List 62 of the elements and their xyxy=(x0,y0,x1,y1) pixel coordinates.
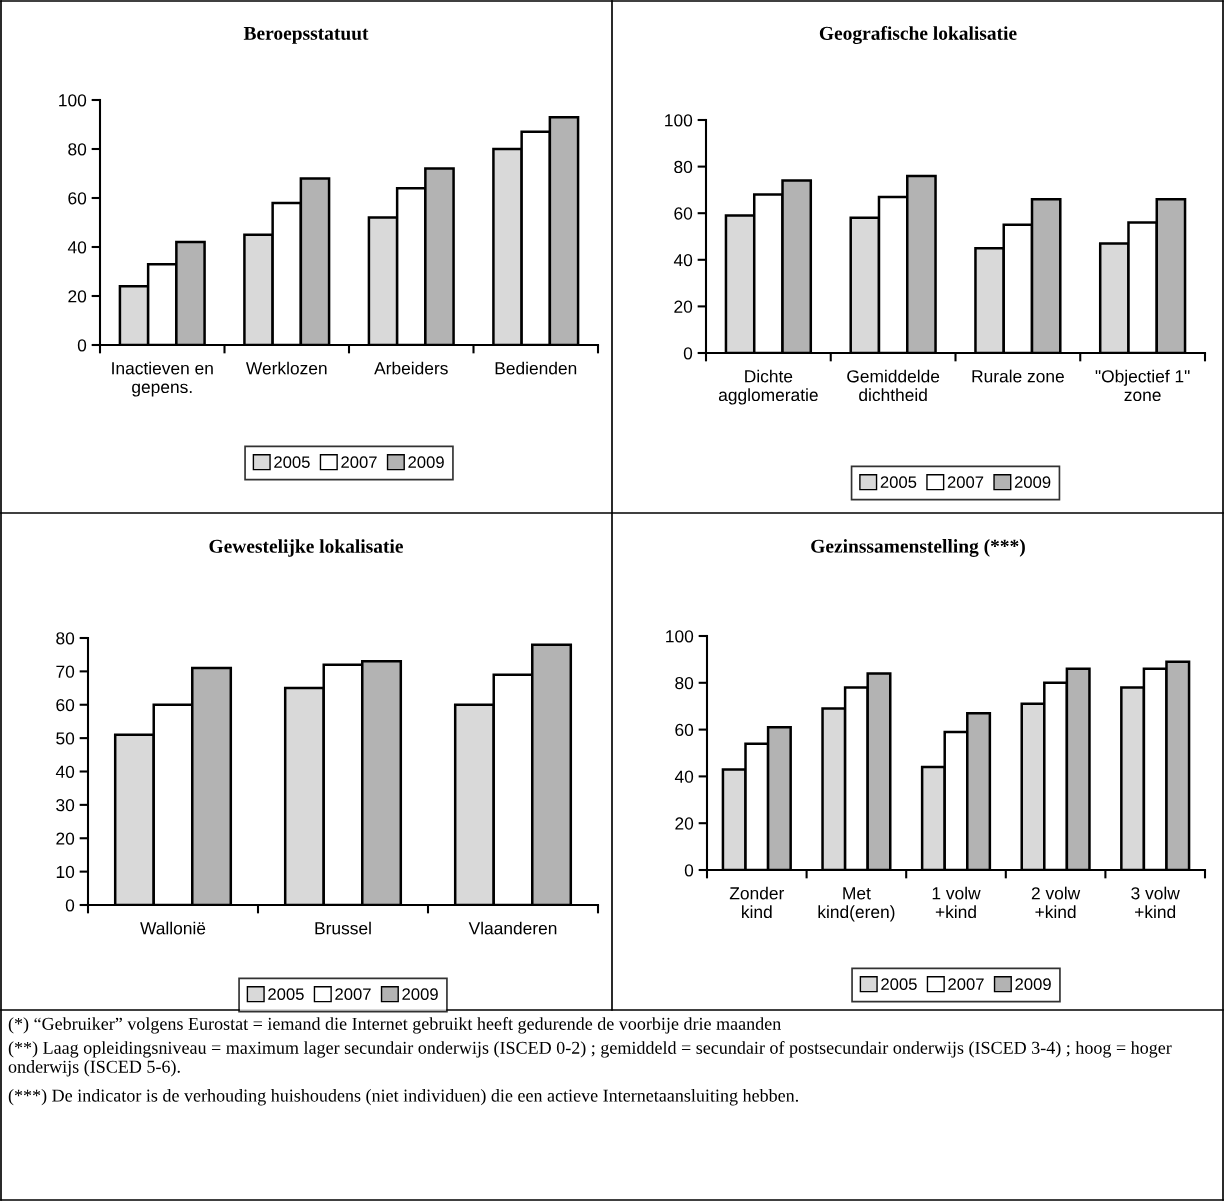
y-tick-label: 60 xyxy=(674,207,693,220)
y-tick-label: 60 xyxy=(68,192,87,205)
legend-label: 2005 xyxy=(274,456,310,469)
x-tick-label: Vlaanderen xyxy=(468,921,557,935)
y-tick-label: 40 xyxy=(673,253,693,267)
legend-label: 2009 xyxy=(408,456,444,469)
y-tick-label: 40 xyxy=(55,765,75,778)
legend-label: 2005 xyxy=(880,476,917,489)
text: (**) Laag opleidingsniveau = maximum lager secundair onderwijs (ISCED 0-2) ; gemiddeld = secundair of postsecundair onderwijs (ISCED 3-4) ; hoog = hoger onderwijs (ISCED 5-6). xyxy=(8,1041,1172,1077)
y-tick-label: 40 xyxy=(674,770,694,783)
legend-label: 2005 xyxy=(881,978,917,991)
x-tick-label: Zonder kind xyxy=(729,886,785,919)
legend-label: 2009 xyxy=(402,988,438,1001)
chart-title: Geografische lokalisatie xyxy=(819,26,1017,44)
x-tick-label: 3 volw +kind xyxy=(1131,886,1180,919)
legend-label: 2007 xyxy=(341,456,377,469)
y-tick-label: 80 xyxy=(68,143,87,156)
y-tick-label: 20 xyxy=(68,290,87,303)
x-tick-label: 2 volw +kind xyxy=(1031,886,1081,919)
y-tick-label: 80 xyxy=(675,676,694,690)
text: (***) De indicator is de verhouding huishoudens (niet individuen) die een actieve Internetaansluiting hebben. xyxy=(8,1089,799,1106)
legend-label: 2007 xyxy=(947,476,984,489)
y-tick-label: 80 xyxy=(674,160,693,174)
x-tick-label: Brussel xyxy=(315,921,371,935)
y-tick-label: 70 xyxy=(56,665,75,678)
chart-title: Gewestelijke lokalisatie xyxy=(209,539,403,557)
y-tick-label: 10 xyxy=(56,865,75,879)
y-tick-label: 0 xyxy=(65,899,75,912)
x-tick-label: Bedienden xyxy=(495,361,577,375)
legend-label: 2007 xyxy=(948,978,984,991)
x-tick-label: "Objectief 1" zone xyxy=(1095,369,1190,402)
legend-label: 2009 xyxy=(1015,978,1051,991)
x-tick-label: Rurale zone xyxy=(972,369,1064,383)
y-tick-label: 20 xyxy=(674,300,693,313)
text: (*) “Gebruiker” volgens Eurostat = iemand die Internet gebruikt heeft gedurende de voorbije drie maanden xyxy=(8,1017,781,1034)
y-tick-label: 50 xyxy=(56,732,75,745)
y-tick-label: 20 xyxy=(675,817,694,830)
chart-title: Beroepsstatuut xyxy=(243,26,369,44)
x-tick-label: Dichte agglomeratie xyxy=(718,369,818,405)
y-tick-label: 80 xyxy=(56,632,75,645)
legend-label: 2005 xyxy=(268,988,304,1001)
x-tick-label: Arbeiders xyxy=(374,361,448,375)
y-tick-label: 60 xyxy=(56,698,75,712)
x-tick-label: 1 volw +kind xyxy=(932,886,981,919)
x-tick-label: Inactieven en gepens. xyxy=(112,361,213,397)
x-tick-label: Wallonië xyxy=(140,921,206,935)
x-tick-label: Werklozen xyxy=(245,361,327,375)
chart-title: Gezinssamenstelling (***) xyxy=(811,539,1025,557)
x-tick-label: Gemiddelde dichtheid xyxy=(847,369,940,402)
y-tick-label: 100 xyxy=(59,94,87,107)
y-tick-label: 40 xyxy=(67,241,87,254)
y-tick-label: 0 xyxy=(683,347,693,360)
legend-label: 2009 xyxy=(1014,476,1051,489)
y-tick-label: 100 xyxy=(665,114,693,127)
legend-label: 2007 xyxy=(335,988,371,1001)
y-tick-label: 30 xyxy=(56,799,75,812)
y-tick-label: 0 xyxy=(684,864,694,877)
y-tick-label: 0 xyxy=(77,339,87,352)
y-tick-label: 100 xyxy=(666,630,694,643)
y-tick-label: 60 xyxy=(675,723,694,737)
x-tick-label: Met kind(eren) xyxy=(818,887,895,922)
y-tick-label: 20 xyxy=(56,832,75,845)
